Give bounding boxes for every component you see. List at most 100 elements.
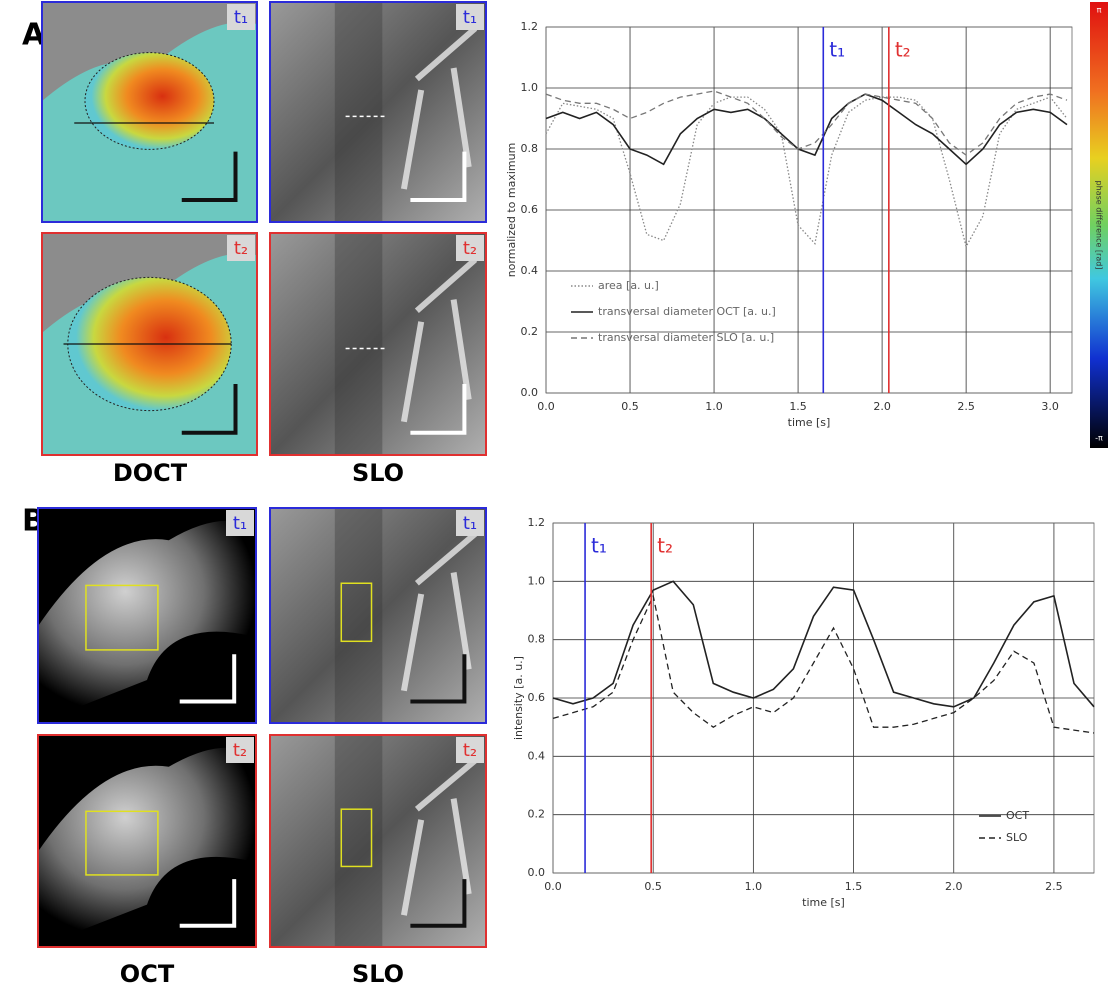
time-marker-label: t₂ (657, 534, 673, 558)
image-frame (37, 734, 257, 948)
legend-label: transversal diameter SLO [a. u.] (598, 331, 774, 344)
image-frame (269, 734, 487, 948)
x-tick-label: 2.5 (957, 400, 975, 413)
x-tick-label: 1.5 (789, 400, 807, 413)
y-tick-label: 0.8 (521, 142, 539, 155)
x-tick-label: 0.0 (544, 880, 562, 893)
y-tick-label: 0.4 (528, 749, 546, 762)
legend-label: SLO (1006, 831, 1028, 844)
image-vessel-streak (400, 257, 478, 423)
y-tick-label: 0.8 (528, 633, 546, 646)
time-marker-label: t₂ (895, 38, 911, 62)
roi-box (340, 582, 373, 643)
badge: t₂ (463, 740, 477, 761)
x-tick-label: 2.0 (873, 400, 891, 413)
image-frame (269, 232, 487, 456)
badge-bg (227, 4, 255, 30)
y-tick-label: 0.2 (521, 325, 539, 338)
colorbar-min: -π (1095, 434, 1103, 443)
image-frame (41, 232, 258, 456)
badge-bg (227, 235, 255, 261)
legend-label: area [a. u.] (598, 279, 659, 292)
y-tick-label: 0.4 (521, 264, 539, 277)
image-background (270, 233, 486, 455)
x-tick-label: 1.5 (845, 880, 863, 893)
series-line (552, 580, 1095, 708)
image-frame (37, 507, 257, 724)
x-axis-label: time [s] (802, 896, 845, 909)
image-background (270, 2, 486, 222)
roi-box (85, 810, 159, 876)
image-caption: SLO (352, 459, 404, 487)
image-dark-vessel (334, 735, 383, 947)
x-tick-label: 0.0 (537, 400, 555, 413)
badge: t₁ (234, 7, 248, 28)
y-tick-label: 0.6 (528, 691, 546, 704)
y-axis-label: intensity [a. u.] (512, 656, 525, 740)
legend-label: transversal diameter OCT [a. u.] (598, 305, 776, 318)
y-tick-label: 1.2 (528, 516, 546, 529)
y-axis-label: normalized to maximum (505, 143, 518, 278)
time-marker-label: t₁ (829, 38, 845, 62)
image-vessel-streak (400, 26, 478, 190)
x-tick-label: 0.5 (621, 400, 639, 413)
y-tick-label: 0.0 (528, 866, 546, 879)
legend-label: OCT (1006, 809, 1029, 822)
scale-bar (410, 151, 467, 202)
series-line (552, 593, 1095, 734)
y-tick-label: 0.6 (521, 203, 539, 216)
badge: t₂ (463, 238, 477, 259)
colorbar-max: π (1097, 6, 1102, 15)
x-axis-label: time [s] (788, 416, 831, 429)
badge: t₂ (233, 740, 247, 761)
image-background (270, 735, 486, 947)
series-line (545, 96, 1068, 249)
x-tick-label: 0.5 (644, 880, 662, 893)
badge-bg (456, 737, 484, 763)
image-dark-vessel (334, 233, 383, 455)
x-tick-label: 3.0 (1041, 400, 1059, 413)
badge: t₁ (233, 513, 247, 534)
scale-bar (410, 654, 467, 704)
scale-bar (410, 879, 467, 928)
image-dark-vessel (334, 2, 383, 222)
scale-bar (179, 879, 237, 928)
image-caption: SLO (352, 960, 404, 988)
x-tick-label: 2.5 (1045, 880, 1063, 893)
y-tick-label: 1.0 (528, 574, 546, 587)
y-tick-label: 1.0 (521, 81, 539, 94)
scale-bar (181, 383, 238, 435)
badge-bg (456, 235, 484, 261)
colorbar (1090, 2, 1108, 448)
badge-bg (456, 4, 484, 30)
image-tissue (38, 747, 256, 947)
image-vessel (84, 52, 215, 150)
roi-box (85, 584, 159, 651)
image-frame (269, 507, 487, 724)
series-line (545, 90, 1068, 156)
time-marker-label: t₁ (591, 534, 607, 558)
badge-bg (226, 737, 254, 763)
image-caption: DOCT (113, 459, 188, 487)
x-tick-label: 2.0 (945, 880, 963, 893)
series-line (545, 93, 1068, 166)
plot-frame (545, 26, 1073, 394)
image-frame (41, 1, 258, 223)
badge-bg (226, 510, 254, 536)
image-background (270, 508, 486, 723)
badge: t₁ (463, 513, 477, 534)
image-frame (269, 1, 487, 223)
y-tick-label: 0.0 (521, 386, 539, 399)
y-tick-label: 0.2 (528, 808, 546, 821)
image-caption: OCT (120, 960, 175, 988)
image-tissue (38, 520, 256, 723)
scale-bar (179, 654, 237, 704)
scale-bar (410, 383, 467, 435)
badge: t₁ (463, 7, 477, 28)
colorbar-label: phase difference [rad] (1095, 181, 1104, 270)
x-tick-label: 1.0 (705, 400, 723, 413)
scale-bar (181, 151, 238, 202)
y-tick-label: 1.2 (521, 20, 539, 33)
x-tick-label: 1.0 (745, 880, 763, 893)
